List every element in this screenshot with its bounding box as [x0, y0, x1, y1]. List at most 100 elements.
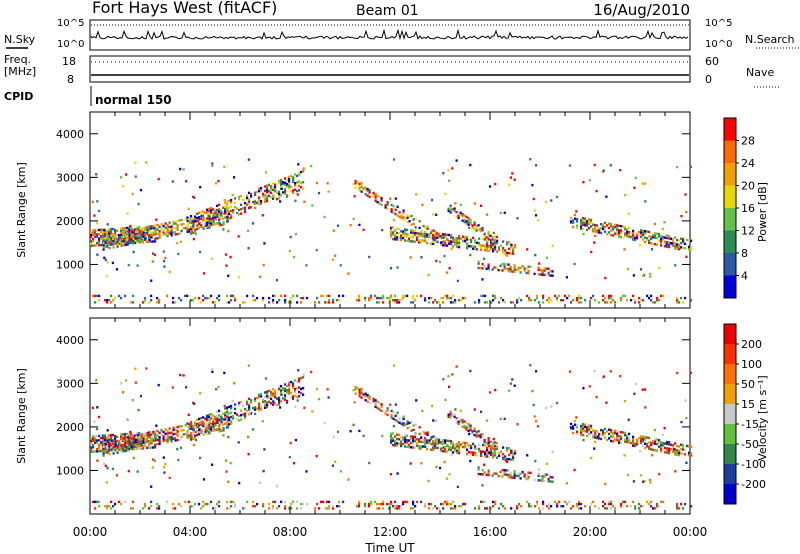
- data-cell: [590, 220, 593, 224]
- data-cell: [274, 294, 277, 298]
- data-cell: [588, 218, 591, 221]
- data-cell: [158, 225, 161, 229]
- data-cell: [602, 433, 605, 437]
- data-cell: [580, 221, 583, 224]
- data-cell: [110, 227, 113, 231]
- data-cell: [676, 165, 679, 169]
- data-cell: [586, 224, 589, 227]
- data-cell: [436, 240, 439, 244]
- data-cell: [668, 241, 671, 244]
- data-cell: [233, 176, 236, 179]
- data-cell: [517, 266, 520, 269]
- data-cell: [512, 452, 515, 455]
- data-cell: [222, 206, 225, 209]
- data-cell: [628, 233, 631, 236]
- data-cell: [618, 439, 621, 442]
- data-cell: [196, 212, 199, 215]
- data-cell: [186, 230, 189, 234]
- data-cell: [509, 270, 512, 273]
- data-cell: [389, 267, 393, 270]
- data-cell: [480, 452, 483, 455]
- data-cell: [386, 407, 389, 410]
- data-cell: [499, 211, 502, 215]
- data-cell: [497, 268, 500, 272]
- data-cell: [452, 446, 455, 450]
- data-cell: [179, 373, 182, 377]
- data-cell: [450, 301, 453, 304]
- data-cell: [292, 395, 295, 398]
- data-cell: [519, 266, 522, 270]
- data-cell: [214, 388, 218, 391]
- data-cell: [638, 296, 641, 300]
- data-cell: [394, 229, 397, 232]
- data-cell: [184, 218, 187, 221]
- data-cell: [547, 473, 550, 476]
- data-cell: [480, 294, 483, 298]
- data-cell: [424, 432, 427, 435]
- data-cell: [410, 223, 413, 226]
- data-cell: [190, 230, 193, 233]
- data-cell: [529, 471, 532, 475]
- data-cell: [140, 446, 143, 449]
- data-cell: [576, 424, 579, 427]
- data-cell: [192, 505, 195, 508]
- data-cell: [408, 239, 411, 243]
- data-cell: [612, 225, 615, 228]
- data-cell: [569, 426, 572, 429]
- data-cell: [452, 240, 455, 244]
- data-cell: [584, 505, 587, 508]
- data-cell: [216, 419, 219, 422]
- data-cell: [284, 192, 287, 195]
- data-cell: [518, 502, 521, 506]
- data-cell: [194, 217, 197, 221]
- data-cell: [100, 237, 103, 240]
- data-cell: [270, 196, 273, 199]
- data-cell: [424, 502, 427, 506]
- data-cell: [658, 239, 661, 242]
- data-cell: [444, 445, 447, 449]
- data-cell: [170, 431, 173, 434]
- data-cell: [162, 250, 165, 253]
- data-cell: [620, 225, 623, 228]
- data-cell: [218, 299, 221, 302]
- data-cell: [618, 228, 621, 232]
- data-cell: [432, 301, 435, 304]
- data-cell: [457, 214, 460, 217]
- data-cell: [506, 460, 509, 463]
- data-cell: [202, 416, 205, 419]
- data-cell: [180, 218, 183, 222]
- data-cell: [172, 222, 175, 226]
- data-cell: [358, 429, 361, 433]
- data-cell: [634, 442, 637, 445]
- data-cell: [228, 206, 231, 209]
- data-cell: [90, 437, 93, 440]
- data-cell: [516, 299, 519, 302]
- data-cell: [112, 445, 115, 449]
- data-cell: [400, 442, 403, 446]
- data-cell: [551, 450, 554, 453]
- data-cell: [237, 441, 240, 444]
- data-cell: [374, 405, 377, 409]
- data-cell: [526, 294, 529, 298]
- data-cell: [582, 227, 585, 231]
- data-cell: [108, 247, 111, 250]
- data-cell: [354, 179, 357, 183]
- data-cell: [198, 216, 201, 219]
- colorbar-segment: [724, 230, 736, 253]
- data-cell: [473, 429, 476, 432]
- data-cell: [202, 433, 205, 436]
- data-cell: [126, 230, 129, 233]
- data-cell: [384, 412, 387, 415]
- data-cell: [214, 216, 217, 219]
- data-cell: [248, 206, 251, 209]
- data-cell: [266, 195, 269, 198]
- data-cell: [115, 474, 119, 477]
- data-cell: [138, 226, 141, 229]
- data-cell: [396, 214, 399, 217]
- data-cell: [510, 449, 513, 453]
- data-cell: [222, 412, 225, 415]
- data-cell: [639, 268, 643, 271]
- data-cell: [132, 500, 135, 504]
- data-cell: [376, 407, 379, 410]
- power-panel-frame: [89, 111, 691, 309]
